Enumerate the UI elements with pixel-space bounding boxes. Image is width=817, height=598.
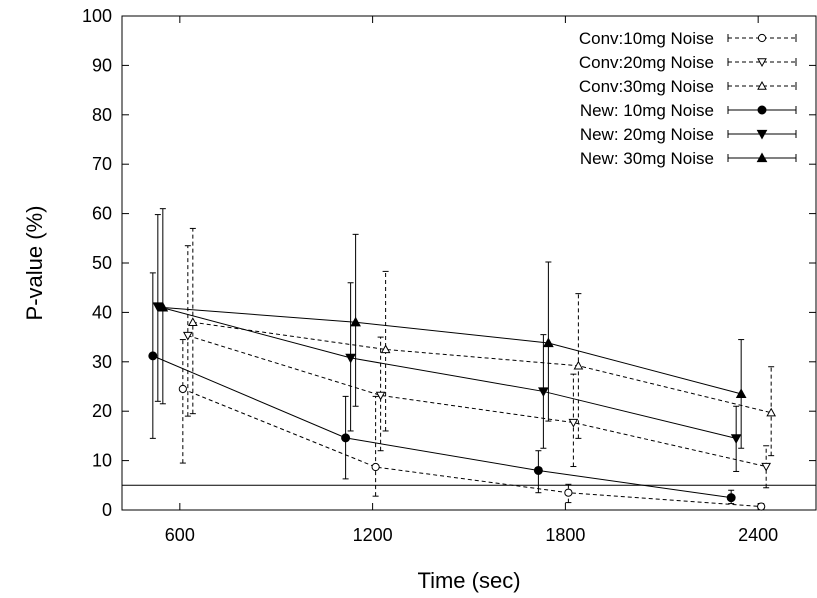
data-point: [766, 407, 777, 417]
axes: 0 10 20 30 40 50 60 70 80 90 100 600 1200 1800 2400: [82, 6, 816, 545]
y-tick-label: 90: [92, 55, 112, 75]
legend-marker: [757, 58, 767, 68]
data-point: [538, 387, 549, 397]
data-point: [371, 462, 380, 472]
x-tick-label: 1800: [545, 525, 585, 545]
legend-marker: [756, 129, 768, 140]
data-point: [350, 316, 361, 327]
y-tick-label: 20: [92, 401, 112, 421]
y-tick-label: 50: [92, 253, 112, 273]
legend-label: Conv:10mg Noise: [579, 29, 714, 48]
data-point: [761, 462, 772, 472]
y-tick-label: 10: [92, 451, 112, 471]
y-tick-label: 30: [92, 352, 112, 372]
data-point: [533, 465, 543, 475]
data-point: [568, 418, 579, 428]
legend-label: New: 20mg Noise: [580, 125, 714, 144]
legend-label: New: 30mg Noise: [580, 149, 714, 168]
series-line: [187, 335, 767, 468]
x-tick-label: 2400: [738, 525, 778, 545]
legend-marker: [757, 105, 767, 115]
series-6: [157, 208, 747, 449]
x-tick-label: 600: [165, 525, 195, 545]
legend-marker: [757, 80, 767, 90]
data-point: [730, 434, 742, 444]
data-point: [735, 388, 747, 399]
series-line: [157, 305, 737, 439]
data-point: [573, 360, 584, 370]
series-layer: [148, 208, 777, 511]
legend: Conv:10mg Noise Conv:20mg Noise Conv:30mg …: [579, 29, 797, 168]
series-2: [182, 245, 772, 489]
series-line: [162, 306, 742, 395]
legend-marker: [757, 33, 767, 43]
legend-label: Conv:20mg Noise: [579, 53, 714, 72]
y-tick-label: 0: [102, 500, 112, 520]
data-point: [375, 391, 386, 401]
legend-label: Conv:30mg Noise: [579, 77, 714, 96]
series-3: [187, 227, 777, 457]
data-point: [726, 493, 736, 503]
data-point: [345, 353, 356, 364]
y-tick-label: 40: [92, 302, 112, 322]
data-point: [380, 344, 391, 354]
data-point: [148, 351, 158, 361]
series-1: [178, 339, 766, 511]
y-axis-title: P-value (%): [22, 206, 47, 321]
x-axis-title: Time (sec): [417, 568, 520, 593]
data-point: [757, 502, 766, 511]
data-point: [564, 488, 573, 497]
series-line: [152, 355, 732, 499]
series-5: [152, 214, 742, 472]
y-tick-label: 60: [92, 204, 112, 224]
legend-label: New: 10mg Noise: [580, 101, 714, 120]
y-tick-label: 100: [82, 6, 112, 26]
y-tick-label: 80: [92, 105, 112, 125]
data-point: [543, 337, 554, 348]
y-tick-label: 70: [92, 154, 112, 174]
data-point: [341, 433, 351, 443]
data-point: [157, 301, 169, 312]
series-line: [182, 388, 762, 508]
legend-marker: [756, 152, 768, 163]
data-point: [187, 317, 198, 326]
data-point: [182, 331, 193, 341]
data-point: [178, 384, 187, 394]
series-4: [148, 272, 736, 505]
x-tick-label: 1200: [353, 525, 393, 545]
